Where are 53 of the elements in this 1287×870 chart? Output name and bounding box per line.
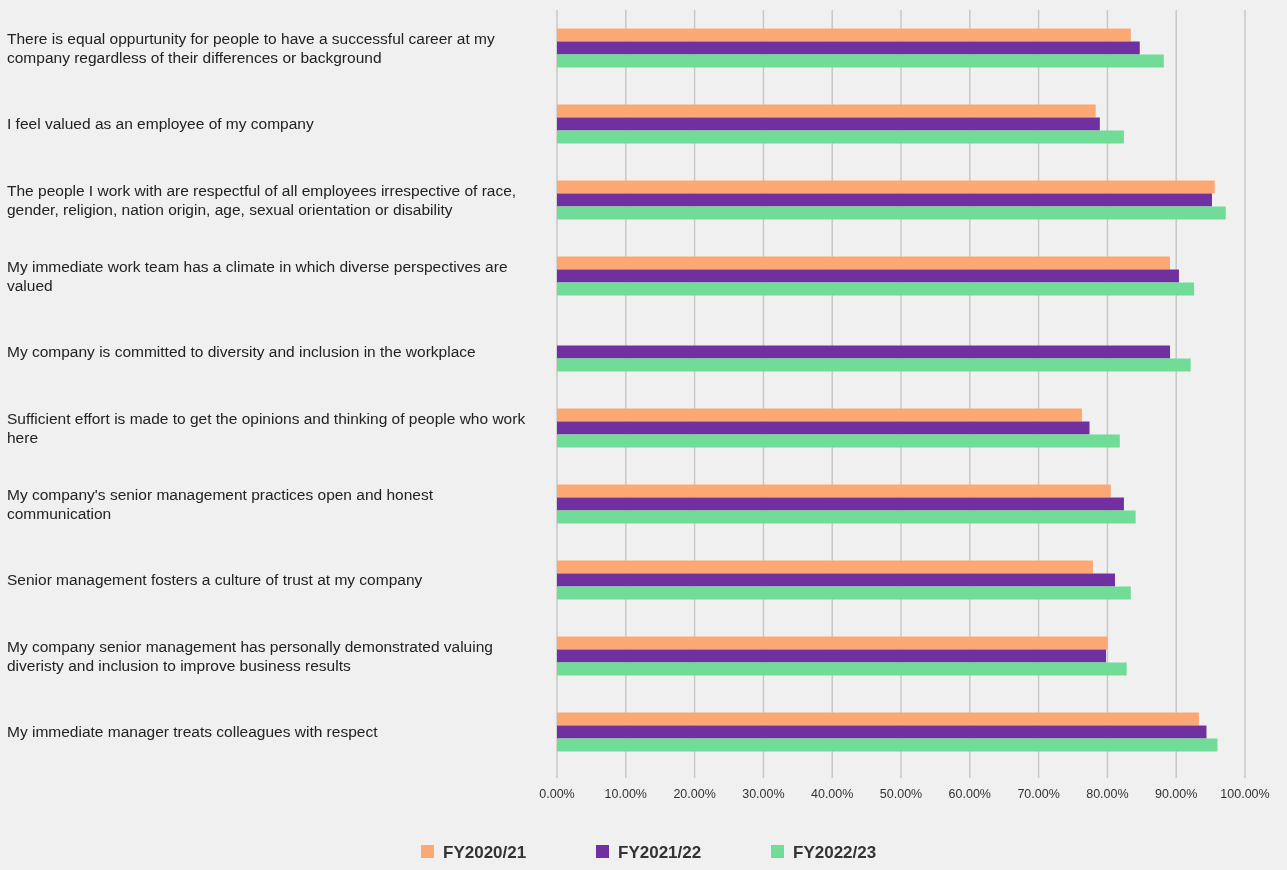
y-tick-label: Sufficient effort is made to get the opinions and thinking of people who work here (7, 409, 526, 446)
y-tick-label: Senior management fosters a culture of trust at my company (7, 571, 423, 588)
bar (557, 104, 1096, 118)
y-tick-label: I feel valued as an employee of my company (7, 115, 314, 132)
bar (557, 206, 1226, 220)
bar (557, 28, 1131, 42)
bar (557, 345, 1171, 359)
x-tick-label: 60.00% (948, 787, 991, 801)
legend-label: FY2022/23 (793, 843, 877, 862)
x-tick-label: 100.00% (1220, 787, 1270, 801)
bar (557, 662, 1127, 676)
bar (557, 649, 1107, 663)
y-tick-label: My immediate manager treats colleagues with respect (7, 723, 379, 740)
bar (557, 130, 1124, 144)
bar (557, 510, 1136, 524)
bar (557, 269, 1179, 283)
bar (557, 573, 1115, 587)
y-tick-label: My company's senior management practices open and honest communication (7, 485, 434, 522)
x-tick-label: 90.00% (1155, 787, 1198, 801)
bar (557, 256, 1171, 270)
bar (557, 586, 1131, 600)
bar (557, 421, 1090, 435)
x-tick-label: 30.00% (742, 787, 785, 801)
x-tick-label: 80.00% (1086, 787, 1129, 801)
bar (557, 712, 1199, 726)
y-tick-label: The people I work with are respectful of all employees irrespective of race, gender, religion, nation origin, age, sexual orientation or disability (7, 181, 517, 218)
bar (557, 408, 1082, 422)
bar (557, 180, 1215, 194)
bar (557, 41, 1140, 55)
bar (557, 434, 1120, 448)
x-tick-label: 50.00% (879, 787, 923, 801)
x-tick-label: 0.00% (539, 787, 575, 801)
bar (557, 193, 1212, 207)
bar (557, 725, 1207, 739)
bar (557, 738, 1218, 752)
bar (557, 636, 1108, 650)
bar (557, 54, 1164, 68)
y-tick-label: My company senior management has personally demonstrated valuing diveristy and inclusion to improve business results (7, 637, 493, 674)
bar (557, 484, 1111, 498)
bar (557, 282, 1195, 296)
y-tick-label: My immediate work team has a climate in which diverse perspectives are valued (7, 257, 508, 294)
y-tick-label: My company is committed to diversity and inclusion in the workplace (7, 343, 476, 360)
x-tick-label: 10.00% (604, 787, 647, 801)
bar (557, 497, 1124, 511)
bar (557, 117, 1100, 131)
legend-label: FY2020/21 (443, 843, 527, 862)
x-tick-label: 70.00% (1017, 787, 1060, 801)
x-tick-label: 40.00% (811, 787, 854, 801)
x-tick-label: 20.00% (673, 787, 716, 801)
bar (557, 358, 1191, 372)
y-tick-label: There is equal oppurtunity for people to have a successful career at my company regardless of their differences or background (7, 29, 495, 66)
bar (557, 560, 1093, 574)
legend-label: FY2021/22 (618, 843, 702, 862)
